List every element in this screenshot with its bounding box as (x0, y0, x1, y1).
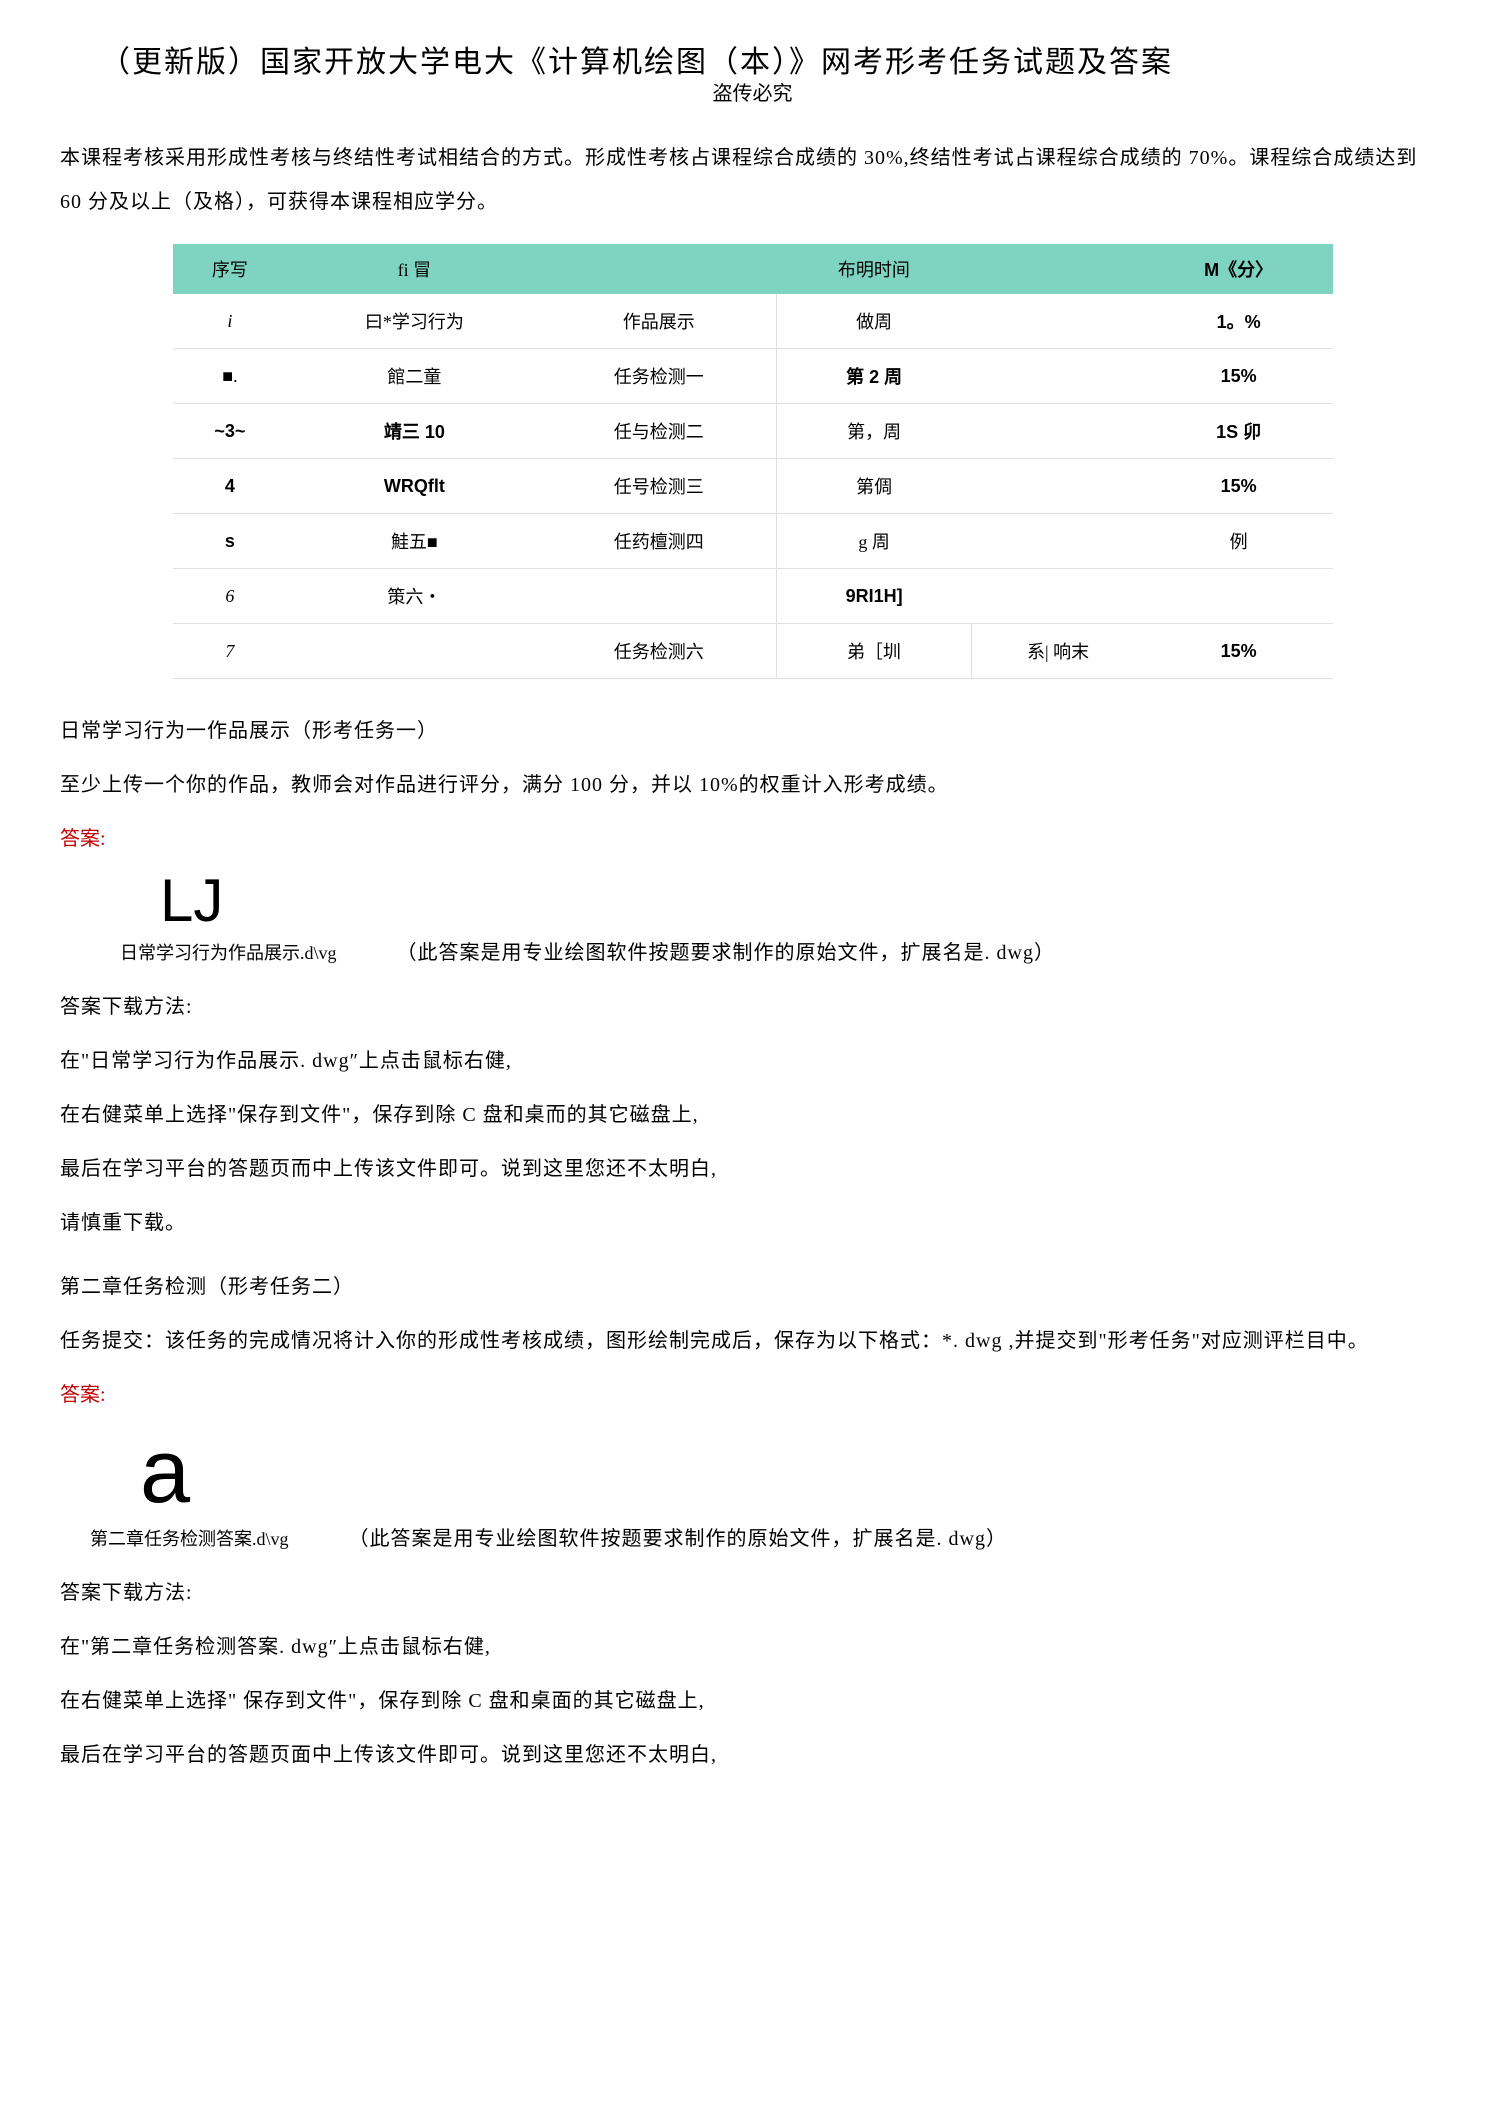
cell: 曰*学习行为 (287, 294, 541, 349)
cell: 1。% (1145, 294, 1333, 349)
table-row: 6 策六・ 9RI1H] (173, 569, 1333, 624)
cell: 任务检测一 (541, 349, 776, 404)
download-step: 最后在学习平台的答题页面中上传该文件即可。说到这里您还不太明白, (60, 1733, 1445, 1777)
cell: 任号检测三 (541, 459, 776, 514)
download-step: 请慎重下载。 (60, 1201, 1445, 1245)
cell: ~3~ (173, 404, 288, 459)
cell: 6 (173, 569, 288, 624)
task1-heading: 日常学习行为一作品展示（形考任务一） (60, 709, 1445, 753)
cell: 任药檀测四 (541, 514, 776, 569)
file-note: （此答案是用专业绘图软件按题要求制作的原始文件，扩展名是. dwg） (397, 936, 1055, 965)
cell: 15% (1145, 349, 1333, 404)
cell: 任务检测六 (541, 624, 776, 679)
cell (971, 569, 1145, 624)
col-header: 布明时间 (777, 244, 971, 294)
cell: 15% (1145, 624, 1333, 679)
cell (287, 624, 541, 679)
cell: 例 (1145, 514, 1333, 569)
cell (971, 459, 1145, 514)
answer-label: 答案: (60, 1373, 1445, 1417)
download-heading: 答案下载方法: (60, 1571, 1445, 1615)
cell: 鮭五■ (287, 514, 541, 569)
cell: 靖三 10 (287, 404, 541, 459)
download-heading: 答案下载方法: (60, 985, 1445, 1029)
download-step: 在"第二章任务检测答案. dwg″上点击鼠标右健, (60, 1625, 1445, 1669)
file-icon: LJ (160, 871, 1445, 931)
cell: 9RI1H] (777, 569, 971, 624)
cell: 第倜 (777, 459, 971, 514)
cell (541, 569, 776, 624)
cell: 館二童 (287, 349, 541, 404)
intro-paragraph: 本课程考核采用形成性考核与终结性考试相结合的方式。形成性考核占课程综合成绩的 3… (60, 136, 1445, 224)
cell: 第，周 (777, 404, 971, 459)
table-row: 7 任务检测六 弟［圳 系| 响末 15% (173, 624, 1333, 679)
table-row: i 曰*学习行为 作品展示 做周 1。% (173, 294, 1333, 349)
cell: 作品展示 (541, 294, 776, 349)
file-note: （此答案是用专业绘图软件按题要求制作的原始文件，扩展名是. dwg） (349, 1522, 1007, 1551)
cell: 15% (1145, 459, 1333, 514)
cell: 策六・ (287, 569, 541, 624)
cell: 做周 (777, 294, 971, 349)
cell: s (173, 514, 288, 569)
col-header: fi 冒 (287, 244, 541, 294)
task2-heading: 第二章任务检测（形考任务二） (60, 1265, 1445, 1309)
cell: i (173, 294, 288, 349)
col-header (541, 244, 776, 294)
table-row: ■. 館二童 任务检测一 第 2 周 15% (173, 349, 1333, 404)
file-attachment: a 第二章任务检测答案.d\vg （此答案是用专业绘图软件按题要求制作的原始文件… (120, 1427, 1445, 1551)
answer-label: 答案: (60, 817, 1445, 861)
download-step: 最后在学习平台的答题页而中上传该文件即可。说到这里您还不太明白, (60, 1147, 1445, 1191)
schedule-table: 序写 fi 冒 布明时间 M《分〉 i 曰*学习行为 作品展示 做周 1。% ■… (173, 244, 1333, 679)
file-name: 第二章任务检测答案.d\vg (90, 1525, 289, 1551)
col-header: 序写 (173, 244, 288, 294)
cell: ■. (173, 349, 288, 404)
cell: 4 (173, 459, 288, 514)
cell: 第 2 周 (777, 349, 971, 404)
file-name: 日常学习行为作品展示.d\vg (120, 939, 337, 965)
col-header: M《分〉 (1145, 244, 1333, 294)
task1-desc: 至少上传一个你的作品，教师会对作品进行评分，满分 100 分，并以 10%的权重… (60, 763, 1445, 807)
cell: g 周 (777, 514, 971, 569)
cell (971, 349, 1145, 404)
table-row: 4 WRQflt 任号检测三 第倜 15% (173, 459, 1333, 514)
table-row: s 鮭五■ 任药檀测四 g 周 例 (173, 514, 1333, 569)
cell: WRQflt (287, 459, 541, 514)
download-step: 在"日常学习行为作品展示. dwg″上点击鼠标右健, (60, 1039, 1445, 1083)
table-row: ~3~ 靖三 10 任与检测二 第，周 1S 卯 (173, 404, 1333, 459)
cell (971, 514, 1145, 569)
cell (971, 294, 1145, 349)
cell: 弟［圳 (777, 624, 971, 679)
col-header (971, 244, 1145, 294)
table-header-row: 序写 fi 冒 布明时间 M《分〉 (173, 244, 1333, 294)
download-step: 在右健菜单上选择"保存到文件"，保存到除 C 盘和桌而的其它磁盘上, (60, 1093, 1445, 1137)
cell (1145, 569, 1333, 624)
cell: 7 (173, 624, 288, 679)
download-step: 在右健菜单上选择" 保存到文件"，保存到除 C 盘和桌面的其它磁盘上, (60, 1679, 1445, 1723)
cell (971, 404, 1145, 459)
cell: 任与检测二 (541, 404, 776, 459)
file-attachment: LJ 日常学习行为作品展示.d\vg （此答案是用专业绘图软件按题要求制作的原始… (120, 871, 1445, 965)
file-icon: a (140, 1427, 1445, 1517)
cell: 1S 卯 (1145, 404, 1333, 459)
task2-desc: 任务提交：该任务的完成情况将计入你的形成性考核成绩，图形绘制完成后，保存为以下格… (60, 1319, 1445, 1363)
cell: 系| 响末 (971, 624, 1145, 679)
